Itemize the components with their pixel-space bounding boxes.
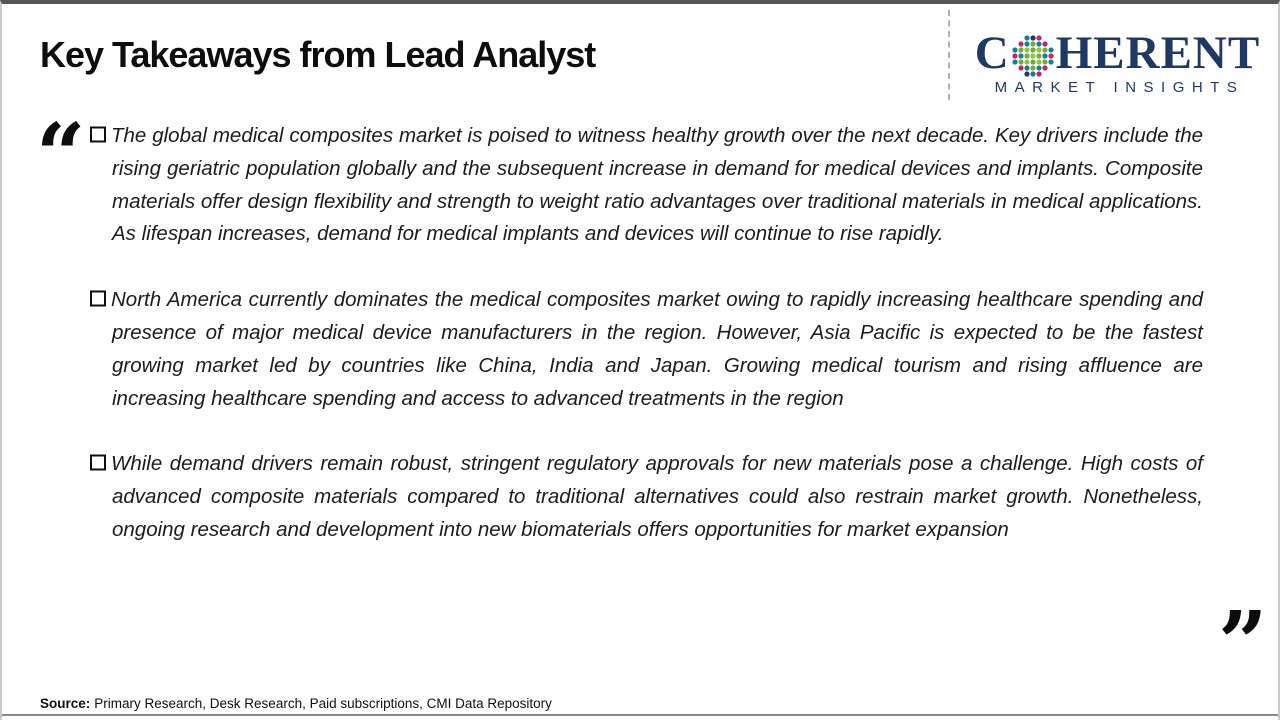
logo-wordmark: C HERENT bbox=[970, 30, 1265, 77]
takeaway-item: The global medical composites market is … bbox=[90, 120, 1203, 251]
company-logo: C HERENT MARKET INSIGHTS bbox=[970, 30, 1265, 97]
logo-text-herent: HERENT bbox=[1055, 27, 1261, 79]
takeaway-text: While demand drivers remain robust, stri… bbox=[111, 452, 1203, 541]
takeaway-item: North America currently dominates the me… bbox=[90, 284, 1203, 415]
logo-text-c: C bbox=[974, 27, 1010, 79]
closing-quote-icon: ” bbox=[1218, 593, 1268, 694]
source-text: Primary Research, Desk Research, Paid su… bbox=[94, 696, 552, 711]
takeaway-text: North America currently dominates the me… bbox=[111, 288, 1203, 410]
checkbox-bullet-icon bbox=[90, 290, 106, 307]
source-label: Source: bbox=[40, 696, 91, 711]
checkbox-bullet-icon bbox=[90, 126, 106, 143]
logo-divider bbox=[948, 10, 950, 100]
takeaway-text: The global medical composites market is … bbox=[111, 124, 1203, 246]
source-line: Source: Primary Research, Desk Research, … bbox=[40, 696, 552, 711]
logo-subtitle: MARKET INSIGHTS bbox=[994, 79, 1245, 96]
takeaway-item: While demand drivers remain robust, stri… bbox=[90, 448, 1203, 546]
bottom-divider bbox=[2, 714, 1278, 716]
checkbox-bullet-icon bbox=[90, 454, 106, 471]
takeaways-list: The global medical composites market is … bbox=[90, 120, 1203, 547]
globe-dots-icon bbox=[1012, 34, 1054, 77]
opening-quote-icon: “ bbox=[36, 105, 86, 206]
page-title: Key Takeaways from Lead Analyst bbox=[40, 34, 596, 75]
